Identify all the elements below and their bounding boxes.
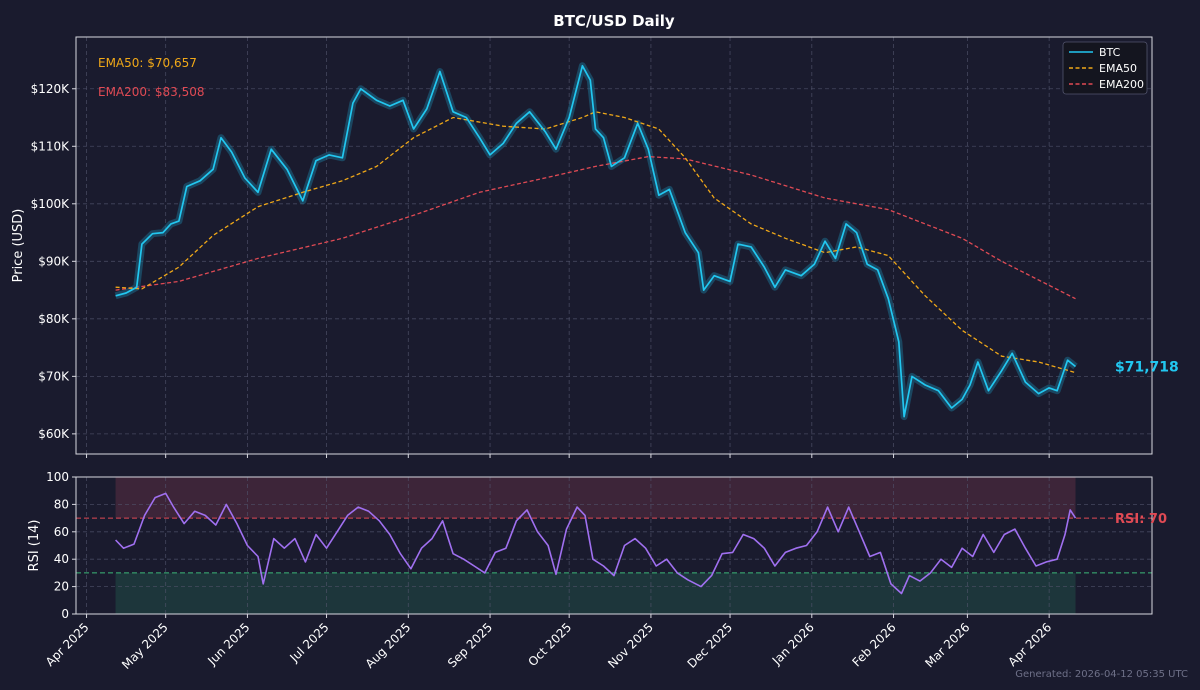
legend-box [1062, 41, 1148, 95]
rsi-axes-frame [75, 476, 1153, 615]
price-ytick-label: $100K [31, 197, 71, 211]
ema50-line [115, 111, 1076, 374]
rsi-oversold-zone [115, 572, 1076, 614]
ema200-line [115, 155, 1076, 300]
price-ytick-label: $110K [31, 139, 71, 153]
rsi-ytick-label: 60 [54, 525, 69, 539]
generated-footer: Generated: 2026-04-12 05:35 UTC [1015, 669, 1188, 680]
price-ytick-label: $90K [38, 254, 70, 268]
legend-ema200-label: EMA200 [1099, 78, 1144, 91]
rsi-ytick-label: 80 [54, 497, 69, 511]
price-ytick-label: $60K [38, 427, 70, 441]
rsi-ylabel: RSI (14) [27, 520, 42, 572]
rsi-ytick-label: 0 [61, 607, 69, 621]
rsi-overbought-zone [115, 477, 1076, 519]
ema200-value-annotation: EMA200: $83,508 [98, 85, 205, 99]
price-ylabel: Price (USD) [11, 209, 26, 283]
last-price-label: $71,718 [1115, 359, 1179, 375]
chart-title: BTC/USD Daily [553, 12, 675, 30]
rsi-ytick-label: 40 [54, 552, 69, 566]
price-axes-frame [75, 36, 1153, 455]
legend-btc-label: BTC [1099, 46, 1121, 59]
rsi-ytick-label: 20 [54, 580, 69, 594]
price-ytick-label: $120K [31, 82, 71, 96]
price-ytick-label: $80K [38, 312, 70, 326]
ema50-value-annotation: EMA50: $70,657 [98, 56, 197, 70]
rsi-value-label: RSI: 70 [1115, 512, 1167, 527]
rsi-line [115, 492, 1077, 595]
price-ytick-label: $70K [38, 369, 70, 383]
legend-ema50-label: EMA50 [1099, 62, 1137, 75]
rsi-ytick-label: 100 [46, 470, 69, 484]
btc-price-line [115, 64, 1077, 418]
